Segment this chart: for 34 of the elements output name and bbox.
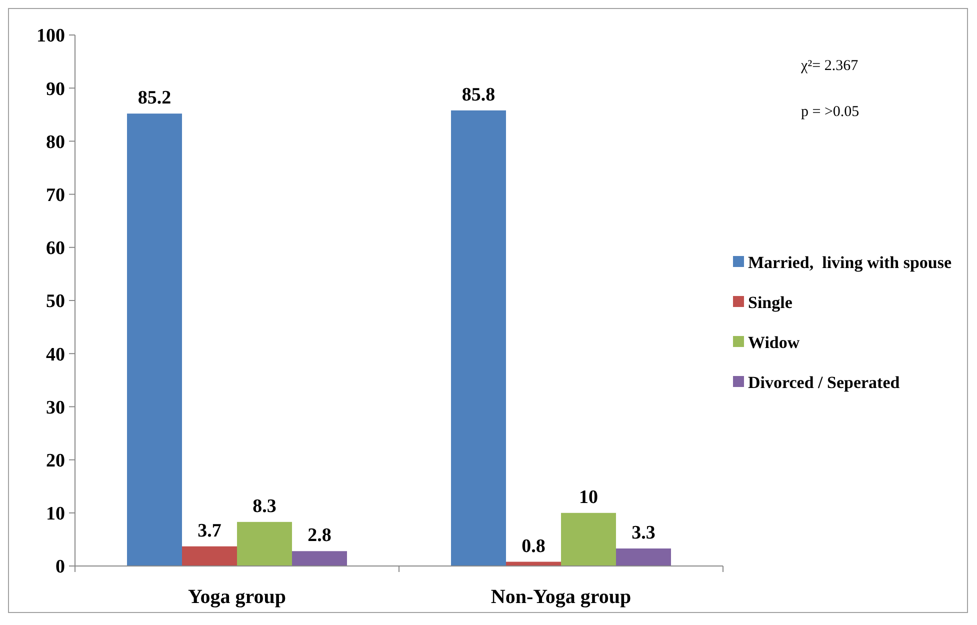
data-label: 2.8	[308, 525, 332, 546]
y-tick-label: 0	[56, 556, 65, 578]
y-tick-label: 50	[46, 291, 65, 312]
text: p = >0.05	[801, 104, 860, 120]
bar	[237, 522, 292, 566]
bar	[127, 114, 182, 566]
y-tick-label: 10	[46, 504, 65, 525]
data-label: 3.3	[632, 522, 656, 544]
bar	[182, 546, 237, 566]
y-tick-label: 80	[46, 132, 65, 153]
y-tick-label: 90	[46, 78, 65, 100]
x-tick-label: Yoga group	[188, 586, 286, 608]
y-tick-label: 100	[36, 26, 65, 47]
y-tick-label: 60	[46, 238, 65, 260]
legend-label: Divorced / Seperated	[748, 372, 900, 392]
data-label: 8.3	[252, 496, 276, 517]
data-label: 3.7	[198, 520, 222, 542]
y-tick-label: 70	[46, 184, 65, 206]
text: χ²= 2.367	[800, 58, 859, 74]
legend-label: Single	[748, 292, 793, 312]
bar	[292, 551, 347, 566]
y-tick-label: 40	[46, 344, 65, 366]
y-tick-label: 30	[46, 397, 65, 418]
x-tick-label: Non-Yoga group	[490, 586, 632, 608]
y-tick-label: 20	[46, 450, 65, 472]
data-label: 85.8	[462, 84, 496, 106]
data-label: 0.8	[522, 536, 546, 557]
bar	[451, 110, 506, 566]
data-label: 10	[579, 486, 598, 508]
legend-label: Widow	[748, 332, 800, 352]
bar	[561, 512, 616, 566]
bar	[616, 548, 671, 566]
legend-label: Married, living with spouse	[748, 252, 952, 272]
data-label: 85.2	[138, 88, 172, 109]
